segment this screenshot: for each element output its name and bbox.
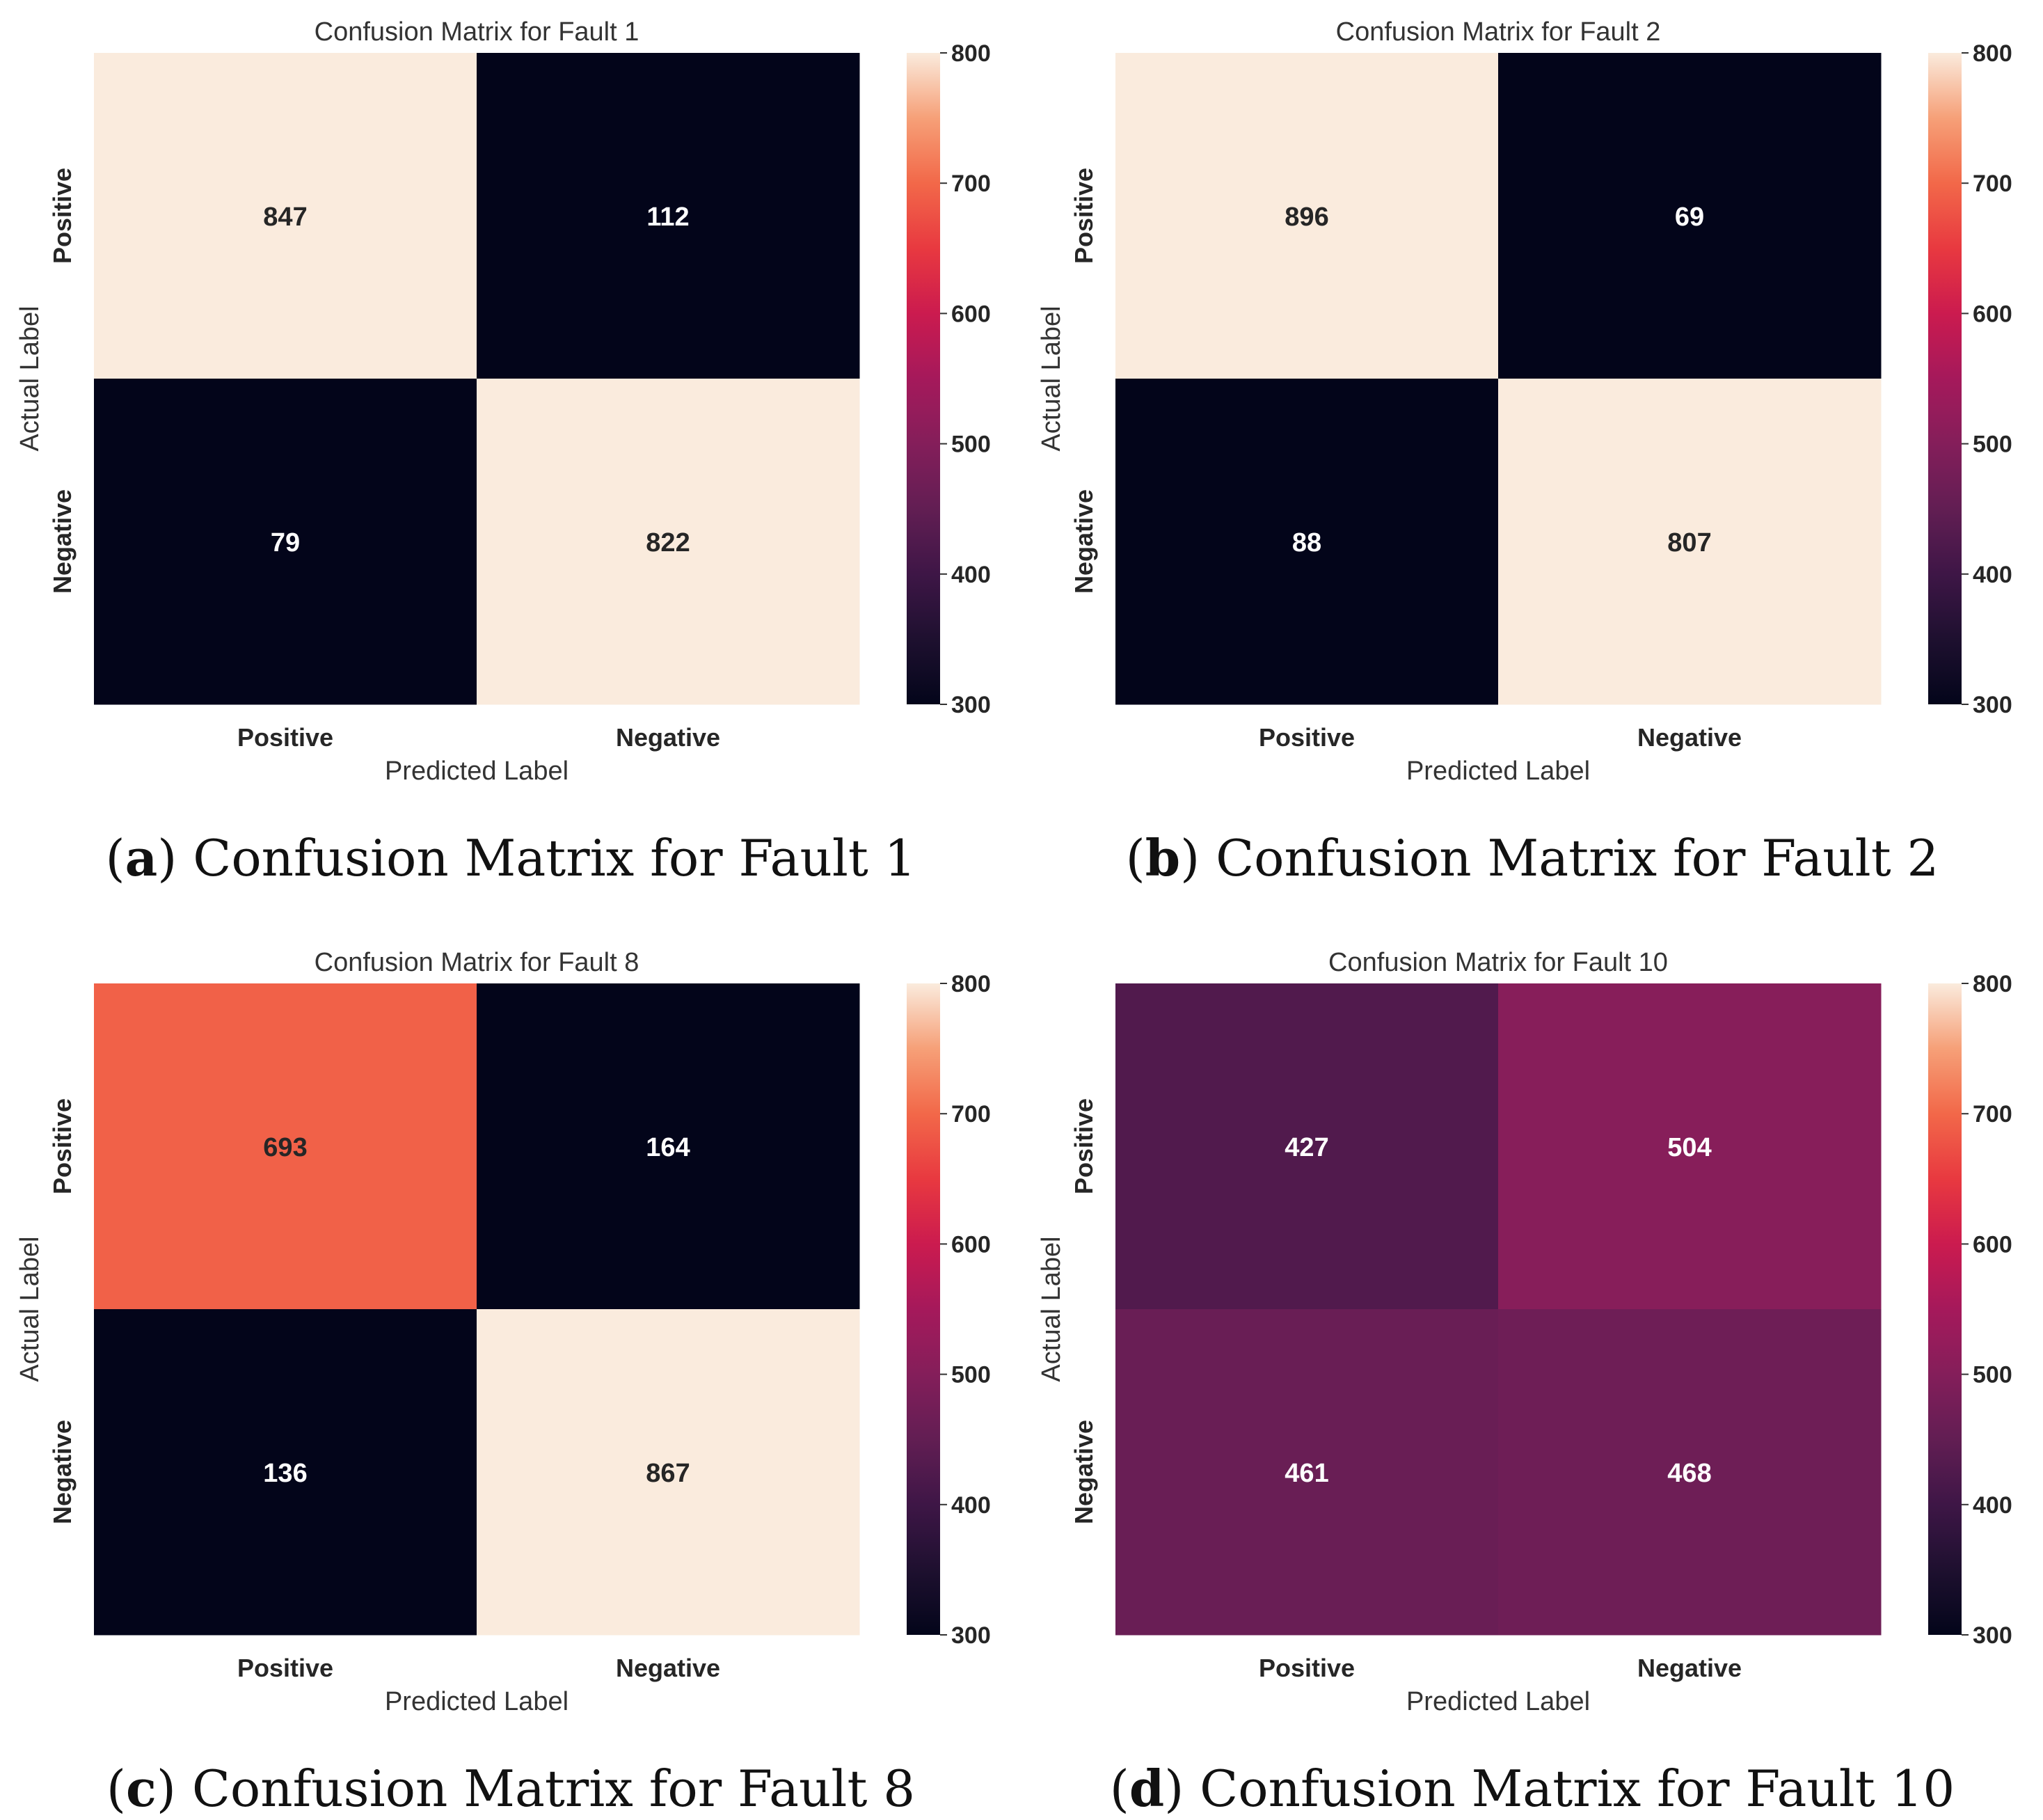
colorbar-tick-label: 700: [1973, 171, 2012, 197]
x-tick-label: Positive: [1259, 1654, 1355, 1682]
panel-d: Confusion Matrix for Fault 10 427 504 461 46…: [1037, 948, 2012, 1716]
colorbar-tick-label: 600: [1973, 301, 2012, 327]
cell-value-label: 847: [263, 203, 307, 232]
x-tick-label: Positive: [237, 723, 333, 752]
heatmap-cell: [94, 983, 477, 1310]
heatmap-cell: [477, 1309, 860, 1636]
heatmap-cell: [94, 53, 477, 379]
x-tick-label: Negative: [1637, 1654, 1742, 1682]
caption-d: (d) Confusion Matrix for Fault 10: [1109, 1759, 1955, 1818]
colorbar-tick-label: 500: [1973, 1362, 2012, 1388]
y-tick-label: Positive: [1070, 1098, 1098, 1194]
caption-c: (c) Confusion Matrix for Fault 8: [106, 1759, 916, 1818]
x-tick-label: Positive: [237, 1654, 333, 1682]
colorbar: [1928, 983, 1962, 1635]
heatmap-cell: [94, 1309, 477, 1636]
y-tick-label: Negative: [1070, 489, 1098, 594]
y-tick-label: Positive: [48, 168, 77, 264]
colorbar-tick-label: 700: [951, 171, 991, 197]
cell-value-label: 822: [646, 528, 690, 557]
x-tick-label: Positive: [1259, 723, 1355, 752]
heatmap-cell: [1498, 983, 1882, 1310]
colorbar: [907, 53, 940, 704]
heatmap-cell: [477, 379, 860, 705]
chart-title: Confusion Matrix for Fault 10: [1328, 948, 1668, 977]
caption-b: (b) Confusion Matrix for Fault 2: [1125, 828, 1939, 887]
y-tick-label: Negative: [48, 489, 77, 594]
heatmap-cell: [1498, 53, 1882, 379]
x-axis-label: Predicted Label: [385, 757, 569, 786]
cell-value-label: 807: [1667, 528, 1711, 557]
y-tick-label: Negative: [1070, 1420, 1098, 1524]
heatmap-cell: [1498, 1309, 1882, 1636]
heatmap-cell: [94, 379, 477, 705]
colorbar-tick-label: 300: [1973, 692, 2012, 718]
cell-value-label: 88: [1292, 528, 1321, 557]
colorbar: [907, 983, 940, 1635]
x-tick-label: Negative: [616, 1654, 720, 1682]
cell-value-label: 164: [646, 1133, 690, 1162]
cell-value-label: 468: [1667, 1459, 1711, 1488]
x-axis-label: Predicted Label: [385, 1687, 569, 1716]
colorbar-tick-label: 600: [1973, 1231, 2012, 1258]
panel-b: Confusion Matrix for Fault 2 896 69 88 807 Po…: [1037, 17, 2012, 786]
cell-value-label: 896: [1285, 203, 1328, 232]
colorbar-tick-label: 500: [1973, 432, 2012, 458]
y-axis-label: Actual Label: [15, 1236, 45, 1382]
y-tick-label: Negative: [48, 1420, 77, 1524]
colorbar-tick-label: 400: [951, 1492, 991, 1519]
chart-title: Confusion Matrix for Fault 8: [315, 948, 639, 977]
cell-value-label: 79: [271, 528, 300, 557]
colorbar-tick-label: 600: [951, 301, 991, 327]
y-axis-label: Actual Label: [1037, 306, 1066, 451]
colorbar-tick-label: 800: [1973, 40, 2012, 67]
heatmap-cell: [1115, 983, 1499, 1310]
colorbar-tick-label: 700: [1973, 1101, 2012, 1127]
chart-title: Confusion Matrix for Fault 2: [1336, 17, 1661, 47]
cell-value-label: 461: [1285, 1459, 1328, 1488]
x-axis-label: Predicted Label: [1406, 757, 1590, 786]
heatmap-cell: [477, 53, 860, 379]
colorbar-tick-label: 800: [951, 40, 991, 67]
x-tick-label: Negative: [616, 723, 720, 752]
cell-value-label: 867: [646, 1459, 690, 1488]
y-tick-label: Positive: [1070, 168, 1098, 264]
y-tick-label: Positive: [48, 1098, 77, 1194]
colorbar: [1928, 53, 1962, 704]
cell-value-label: 427: [1285, 1133, 1328, 1162]
cell-value-label: 693: [263, 1133, 307, 1162]
colorbar-tick-label: 300: [951, 692, 991, 718]
y-axis-label: Actual Label: [15, 306, 45, 451]
colorbar-tick-label: 700: [951, 1101, 991, 1127]
colorbar-tick-label: 800: [951, 971, 991, 997]
panel-c: Confusion Matrix for Fault 8 693 164 136 867…: [15, 948, 991, 1716]
cell-value-label: 69: [1675, 203, 1704, 232]
colorbar-tick-label: 500: [951, 432, 991, 458]
heatmap-cell: [1115, 53, 1499, 379]
colorbar-tick-label: 800: [1973, 971, 2012, 997]
x-axis-label: Predicted Label: [1406, 1687, 1590, 1716]
colorbar-tick-label: 300: [951, 1622, 991, 1649]
cell-value-label: 136: [263, 1459, 307, 1488]
x-tick-label: Negative: [1637, 723, 1742, 752]
cell-value-label: 112: [646, 203, 689, 232]
caption-a: (a) Confusion Matrix for Fault 1: [105, 828, 916, 887]
heatmap-cell: [1498, 379, 1882, 705]
colorbar-tick-label: 400: [1973, 1492, 2012, 1519]
heatmap-cell: [477, 983, 860, 1310]
y-axis-label: Actual Label: [1037, 1236, 1066, 1382]
colorbar-tick-label: 300: [1973, 1622, 2012, 1649]
heatmap-cell: [1115, 1309, 1499, 1636]
colorbar-tick-label: 400: [951, 562, 991, 588]
heatmap-cell: [1115, 379, 1499, 705]
colorbar-tick-label: 500: [951, 1362, 991, 1388]
colorbar-tick-label: 600: [951, 1231, 991, 1258]
chart-title: Confusion Matrix for Fault 1: [315, 17, 639, 47]
cell-value-label: 504: [1667, 1133, 1711, 1162]
colorbar-tick-label: 400: [1973, 562, 2012, 588]
panel-a: Confusion Matrix for Fault 1 847 112 79 822 P…: [15, 17, 991, 786]
